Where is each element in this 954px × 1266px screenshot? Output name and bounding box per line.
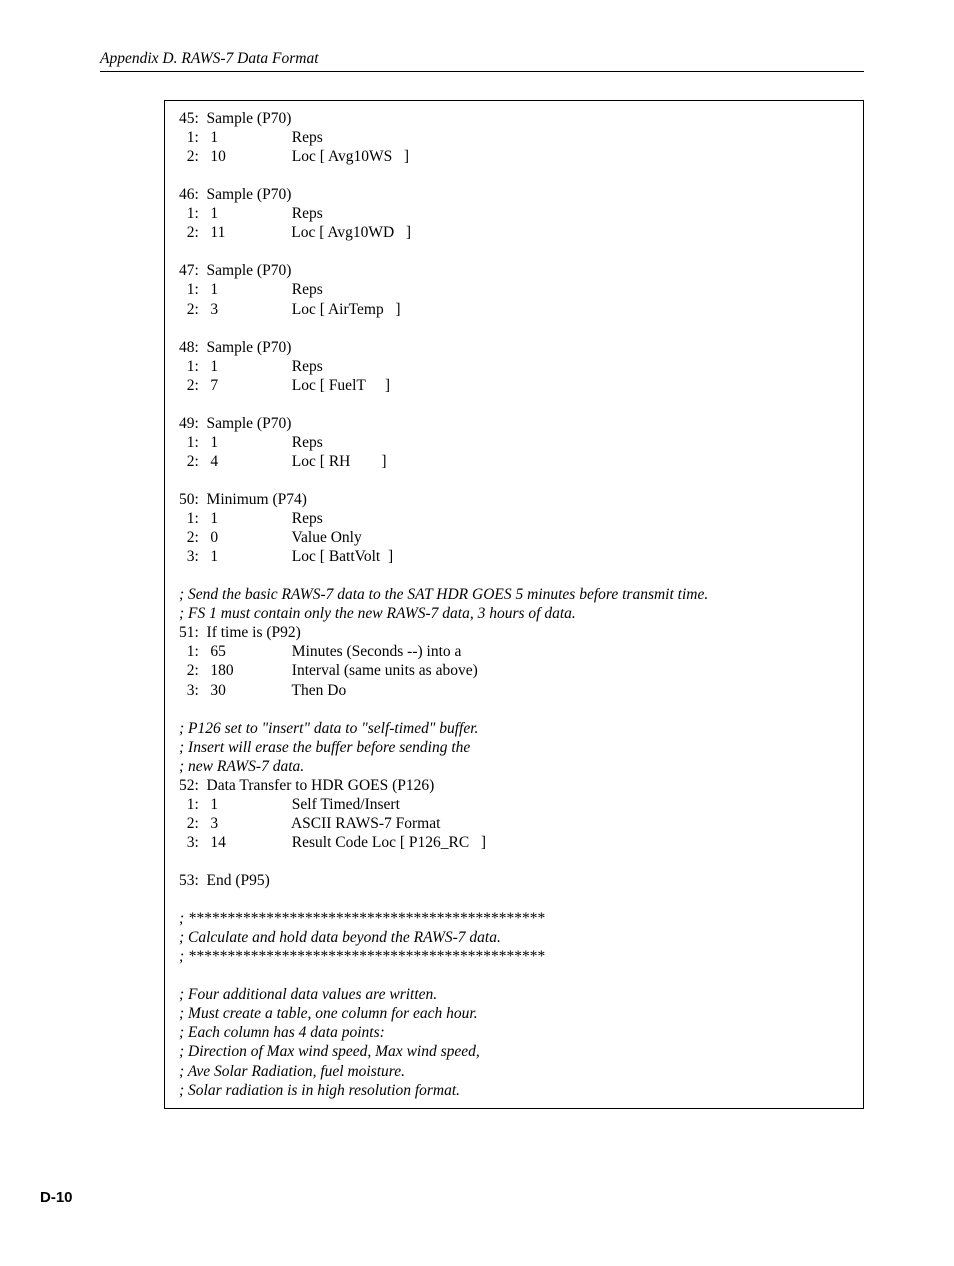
code-line: 1: 1 Reps (179, 509, 849, 528)
code-line: 50: Minimum (P74) (179, 490, 849, 509)
code-comment: ; FS 1 must contain only the new RAWS-7 … (179, 604, 849, 623)
code-line: 2: 11 Loc [ Avg10WD ] (179, 223, 849, 242)
code-comment: ; Calculate and hold data beyond the RAW… (179, 928, 849, 947)
code-line: 2: 0 Value Only (179, 528, 849, 547)
page-number: D-10 (40, 1189, 864, 1206)
code-line: 3: 1 Loc [ BattVolt ] (179, 547, 849, 566)
code-comment: ; **************************************… (179, 947, 849, 966)
code-line: 1: 65 Minutes (Seconds --) into a (179, 642, 849, 661)
code-line: 48: Sample (P70) (179, 338, 849, 357)
code-line: 1: 1 Reps (179, 128, 849, 147)
page: Appendix D. RAWS-7 Data Format 45: Sampl… (0, 0, 954, 1266)
code-line: 1: 1 Reps (179, 357, 849, 376)
code-line: 1: 1 Self Timed/Insert (179, 795, 849, 814)
code-comment: ; Must create a table, one column for ea… (179, 1004, 849, 1023)
code-comment: ; Four additional data values are writte… (179, 985, 849, 1004)
code-line: 51: If time is (P92) (179, 623, 849, 642)
code-line: 2: 180 Interval (same units as above) (179, 661, 849, 680)
code-line: 2: 3 ASCII RAWS-7 Format (179, 814, 849, 833)
code-comment: ; Each column has 4 data points: (179, 1023, 849, 1042)
code-comment: ; P126 set to "insert" data to "self-tim… (179, 719, 849, 738)
code-line: 45: Sample (P70) (179, 109, 849, 128)
code-line: 49: Sample (P70) (179, 414, 849, 433)
code-line: 2: 7 Loc [ FuelT ] (179, 376, 849, 395)
code-line: 1: 1 Reps (179, 204, 849, 223)
code-comment: ; Direction of Max wind speed, Max wind … (179, 1042, 849, 1061)
page-header: Appendix D. RAWS-7 Data Format (100, 50, 864, 72)
code-comment: ; Insert will erase the buffer before se… (179, 738, 849, 757)
code-line: 1: 1 Reps (179, 433, 849, 452)
code-line: 2: 3 Loc [ AirTemp ] (179, 300, 849, 319)
code-line: 46: Sample (P70) (179, 185, 849, 204)
code-line: 1: 1 Reps (179, 280, 849, 299)
code-line: 2: 10 Loc [ Avg10WS ] (179, 147, 849, 166)
code-line: 3: 30 Then Do (179, 681, 849, 700)
code-line: 52: Data Transfer to HDR GOES (P126) (179, 776, 849, 795)
code-comment: ; Send the basic RAWS-7 data to the SAT … (179, 585, 849, 604)
code-line: 2: 4 Loc [ RH ] (179, 452, 849, 471)
code-line: 47: Sample (P70) (179, 261, 849, 280)
code-comment: ; Ave Solar Radiation, fuel moisture. (179, 1062, 849, 1081)
code-comment: ; new RAWS-7 data. (179, 757, 849, 776)
code-listing: 45: Sample (P70) 1: 1 Reps 2: 10 Loc [ A… (164, 100, 864, 1109)
code-comment: ; Solar radiation is in high resolution … (179, 1081, 849, 1100)
code-line: 53: End (P95) (179, 871, 849, 890)
code-line: 3: 14 Result Code Loc [ P126_RC ] (179, 833, 849, 852)
code-comment: ; **************************************… (179, 909, 849, 928)
